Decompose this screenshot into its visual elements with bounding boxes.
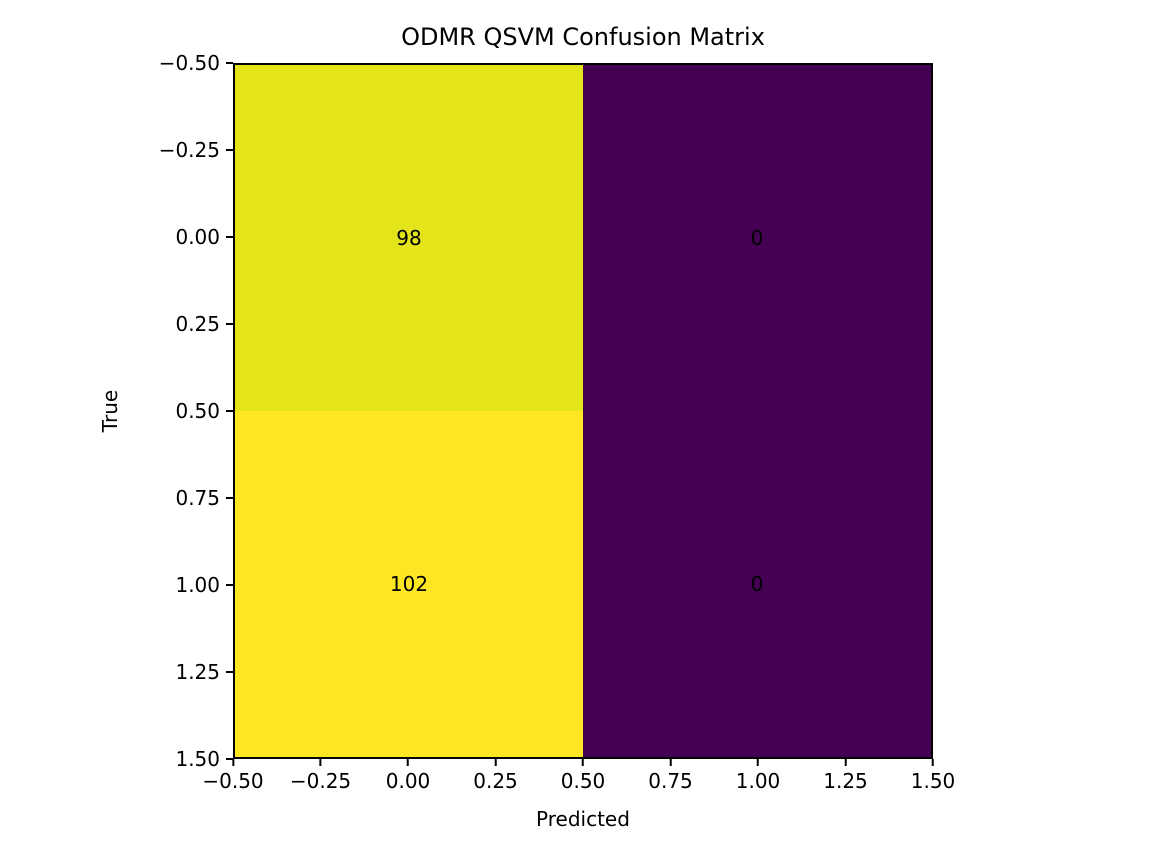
x-tick-mark	[494, 759, 497, 766]
x-tick: 0.00	[385, 759, 431, 793]
x-tick: 1.50	[910, 759, 956, 793]
y-tick: 1.00	[175, 573, 233, 597]
y-tick-mark	[226, 758, 233, 760]
y-tick: 0.00	[175, 225, 233, 249]
y-tick-label: 0.00	[175, 225, 220, 249]
heatmap-plot-area: 98 0 102 0	[233, 63, 933, 759]
matrix-cell-true1-pred0: 102	[235, 411, 583, 757]
x-tick-label: 0.75	[648, 769, 693, 793]
x-tick-label: −0.25	[289, 769, 352, 793]
y-tick: 0.50	[175, 399, 233, 423]
y-tick-mark	[226, 323, 233, 325]
x-axis-label: Predicted	[536, 807, 630, 831]
x-tick: 0.25	[473, 759, 518, 793]
y-tick-label: −0.50	[158, 51, 220, 75]
x-tick-label: 0.00	[385, 769, 431, 793]
x-axis-ticks: −0.50 −0.25 0.00 0.25 0.50 0.75 1.00 1.	[202, 759, 955, 799]
x-tick-mark	[844, 759, 847, 766]
x-tick: −0.25	[290, 759, 351, 793]
y-tick-label: 1.25	[175, 660, 220, 684]
x-tick-mark	[757, 759, 759, 766]
y-tick-mark	[226, 584, 233, 586]
x-tick-mark	[932, 759, 934, 766]
x-tick-label: 1.50	[910, 769, 956, 793]
y-tick-mark	[226, 671, 233, 673]
y-tick: 0.25	[175, 312, 233, 336]
y-tick: 1.25	[175, 660, 233, 684]
x-tick: 1.25	[823, 759, 868, 793]
y-tick-label: 0.25	[175, 312, 220, 336]
x-tick-mark	[407, 759, 409, 766]
y-tick-label: 1.00	[175, 573, 220, 597]
y-tick-mark	[226, 497, 233, 499]
matrix-cell-true1-pred1: 0	[583, 411, 931, 757]
y-tick-mark	[226, 236, 233, 238]
x-tick-mark	[669, 759, 672, 766]
x-tick: 1.00	[735, 759, 781, 793]
x-tick-mark	[582, 759, 584, 766]
x-tick-mark	[319, 759, 322, 766]
x-tick: −0.50	[202, 759, 264, 793]
y-tick-label: 0.50	[175, 399, 220, 423]
x-tick: 0.50	[560, 759, 606, 793]
x-tick-mark	[231, 759, 234, 766]
chart-title: ODMR QSVM Confusion Matrix	[401, 23, 765, 51]
y-tick-mark	[226, 62, 233, 64]
matrix-cell-true0-pred1: 0	[583, 65, 931, 411]
y-axis-ticks: −0.50 −0.25 0.00 0.25 0.50 0.75 1.00 1.	[0, 51, 233, 771]
x-tick: 0.75	[648, 759, 693, 793]
y-tick-mark	[226, 410, 233, 412]
y-axis-label: True	[98, 389, 122, 433]
y-tick-mark	[226, 149, 233, 151]
matrix-cell-true0-pred0: 98	[235, 65, 583, 411]
y-tick: −0.50	[159, 51, 233, 75]
x-tick-label: 0.50	[560, 769, 606, 793]
y-tick: 0.75	[175, 486, 233, 510]
x-tick-label: 1.00	[735, 769, 781, 793]
x-tick-label: 1.25	[823, 769, 868, 793]
y-tick-label: 1.50	[175, 747, 220, 771]
y-tick: −0.25	[159, 138, 233, 162]
y-tick-label: −0.25	[158, 138, 220, 162]
x-tick-label: −0.50	[202, 769, 264, 793]
y-tick: 1.50	[175, 747, 233, 771]
y-tick-label: 0.75	[175, 486, 220, 510]
x-tick-label: 0.25	[473, 769, 518, 793]
